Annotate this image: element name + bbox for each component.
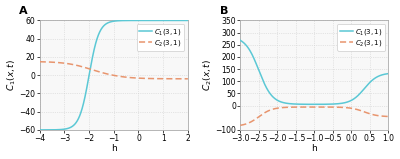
Line: $C_1(3, 1)$: $C_1(3, 1)$ — [240, 40, 388, 104]
$C_1(3, 1)$ — [253, 61, 258, 63]
$C_2(3, 1)$ — [102, 73, 107, 74]
$C_1(3, 1)$ — [186, 20, 190, 21]
$C_1(3, 1)$ — [354, 96, 358, 98]
X-axis label: h: h — [111, 144, 117, 153]
$C_1(3, 1)$ — [97, 31, 102, 33]
$C_1(3, 1)$ — [139, 20, 144, 21]
$C_2(3, 1)$ — [139, 77, 144, 79]
$C_2(3, 1)$ — [97, 71, 102, 73]
$C_2(3, 1)$ — [303, 106, 308, 108]
$C_2(3, 1)$ — [354, 108, 358, 110]
$C_1(3, 1)$ — [312, 103, 316, 105]
$C_1(3, 1)$ — [386, 73, 391, 75]
X-axis label: h: h — [312, 144, 317, 153]
$C_1(3, 1)$ — [156, 20, 160, 21]
$C_1(3, 1)$ — [52, 129, 57, 131]
$C_1(3, 1)$ — [340, 102, 344, 104]
Line: $C_2(3, 1)$: $C_2(3, 1)$ — [240, 107, 388, 125]
$C_2(3, 1)$ — [253, 118, 258, 120]
$C_1(3, 1)$ — [238, 39, 243, 41]
$C_1(3, 1)$ — [298, 103, 303, 105]
Text: B: B — [220, 6, 228, 16]
$C_2(3, 1)$ — [186, 78, 190, 80]
$C_2(3, 1)$ — [238, 124, 243, 126]
$C_2(3, 1)$ — [37, 61, 42, 63]
$C_1(3, 1)$ — [303, 103, 308, 105]
$C_2(3, 1)$ — [386, 116, 391, 118]
$C_2(3, 1)$ — [298, 106, 303, 108]
Legend: $C_1(3, 1)$, $C_2(3, 1)$: $C_1(3, 1)$, $C_2(3, 1)$ — [137, 24, 184, 51]
Text: A: A — [19, 6, 28, 16]
$C_2(3, 1)$ — [52, 61, 57, 63]
$C_2(3, 1)$ — [340, 106, 344, 108]
$C_2(3, 1)$ — [312, 106, 316, 108]
Legend: $C_1(3, 1)$, $C_2(3, 1)$: $C_1(3, 1)$, $C_2(3, 1)$ — [337, 24, 385, 51]
$C_1(3, 1)$ — [356, 94, 361, 96]
Line: $C_1(3, 1)$: $C_1(3, 1)$ — [40, 21, 188, 130]
Y-axis label: $C_2(x, t)$: $C_2(x, t)$ — [201, 59, 214, 91]
Line: $C_2(3, 1)$: $C_2(3, 1)$ — [40, 62, 188, 79]
$C_1(3, 1)$ — [153, 20, 158, 21]
$C_2(3, 1)$ — [156, 78, 160, 80]
$C_1(3, 1)$ — [102, 24, 107, 26]
$C_2(3, 1)$ — [356, 109, 361, 111]
Y-axis label: $C_1(x, t)$: $C_1(x, t)$ — [6, 59, 18, 91]
$C_2(3, 1)$ — [153, 78, 158, 80]
$C_1(3, 1)$ — [37, 129, 42, 131]
